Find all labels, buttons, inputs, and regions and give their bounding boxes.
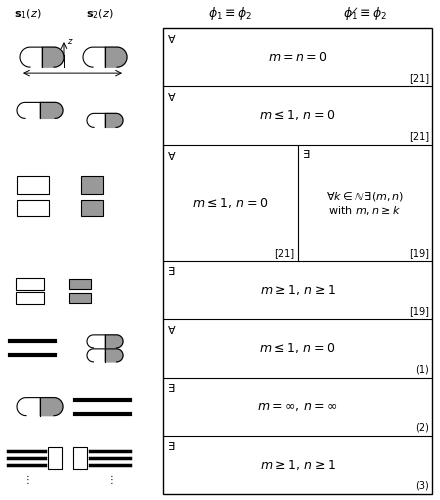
Text: $\vdots$: $\vdots$	[22, 473, 29, 486]
Text: $\exists$: $\exists$	[301, 148, 310, 160]
Polygon shape	[83, 47, 105, 67]
Text: $\mathbf{s}_2(z)$: $\mathbf{s}_2(z)$	[86, 7, 114, 21]
Polygon shape	[87, 114, 105, 128]
Bar	[16, 278, 44, 290]
Text: $\vdots$: $\vdots$	[106, 473, 114, 486]
Text: (2): (2)	[415, 423, 429, 432]
Polygon shape	[40, 102, 63, 118]
Text: $m \geq 1,\, n \geq 1$: $m \geq 1,\, n \geq 1$	[260, 283, 335, 297]
Polygon shape	[87, 349, 105, 362]
Text: (3): (3)	[415, 481, 429, 491]
Text: $\forall$: $\forall$	[167, 148, 176, 162]
Text: $m \leq 1,\, n = 0$: $m \leq 1,\, n = 0$	[192, 196, 268, 210]
Bar	[163, 28, 432, 494]
Text: $z$: $z$	[67, 36, 73, 46]
Bar	[81, 200, 103, 216]
Text: [21]: [21]	[275, 248, 294, 258]
Text: $m \leq 1,\, n = 0$: $m \leq 1,\, n = 0$	[259, 108, 336, 122]
Text: $\phi_1 \not\equiv \phi_2$: $\phi_1 \not\equiv \phi_2$	[343, 6, 387, 22]
Polygon shape	[17, 398, 40, 415]
Text: $\forall k \in \mathbb{N}\, \exists(m,n)$: $\forall k \in \mathbb{N}\, \exists(m,n)…	[326, 188, 404, 203]
Bar	[17, 176, 49, 194]
Bar	[16, 292, 44, 304]
Text: [19]: [19]	[409, 306, 429, 316]
Bar	[69, 293, 91, 303]
Text: $\exists$: $\exists$	[167, 382, 176, 394]
Polygon shape	[87, 335, 105, 348]
Text: with $m,n \geq k$: with $m,n \geq k$	[328, 204, 401, 217]
Bar	[81, 176, 103, 194]
Text: $\exists$: $\exists$	[167, 265, 176, 277]
Text: $m \geq 1,\, n \geq 1$: $m \geq 1,\, n \geq 1$	[260, 458, 335, 472]
Bar	[17, 200, 49, 216]
Bar	[48, 447, 62, 469]
Bar	[73, 447, 87, 469]
Polygon shape	[105, 349, 123, 362]
Text: [21]: [21]	[409, 132, 429, 141]
Text: $m \leq 1,\, n = 0$: $m \leq 1,\, n = 0$	[259, 342, 336, 355]
Polygon shape	[40, 398, 63, 415]
Polygon shape	[42, 47, 64, 67]
Text: (1): (1)	[415, 364, 429, 374]
Text: $\forall$: $\forall$	[167, 32, 176, 45]
Text: $\phi_1 \equiv \phi_2$: $\phi_1 \equiv \phi_2$	[208, 6, 253, 22]
Polygon shape	[17, 102, 40, 118]
Polygon shape	[105, 335, 123, 348]
Text: [21]: [21]	[409, 73, 429, 83]
Bar	[69, 279, 91, 289]
Text: $m = n = 0$: $m = n = 0$	[268, 50, 327, 64]
Text: $\forall$: $\forall$	[167, 324, 176, 336]
Text: $\forall$: $\forall$	[167, 90, 176, 104]
Polygon shape	[105, 114, 123, 128]
Polygon shape	[105, 47, 127, 67]
Text: $m = \infty,\, n = \infty$: $m = \infty,\, n = \infty$	[257, 400, 338, 413]
Text: $\mathbf{s}_1(z)$: $\mathbf{s}_1(z)$	[14, 7, 42, 21]
Text: [19]: [19]	[409, 248, 429, 258]
Text: $\exists$: $\exists$	[167, 440, 176, 452]
Polygon shape	[20, 47, 42, 67]
